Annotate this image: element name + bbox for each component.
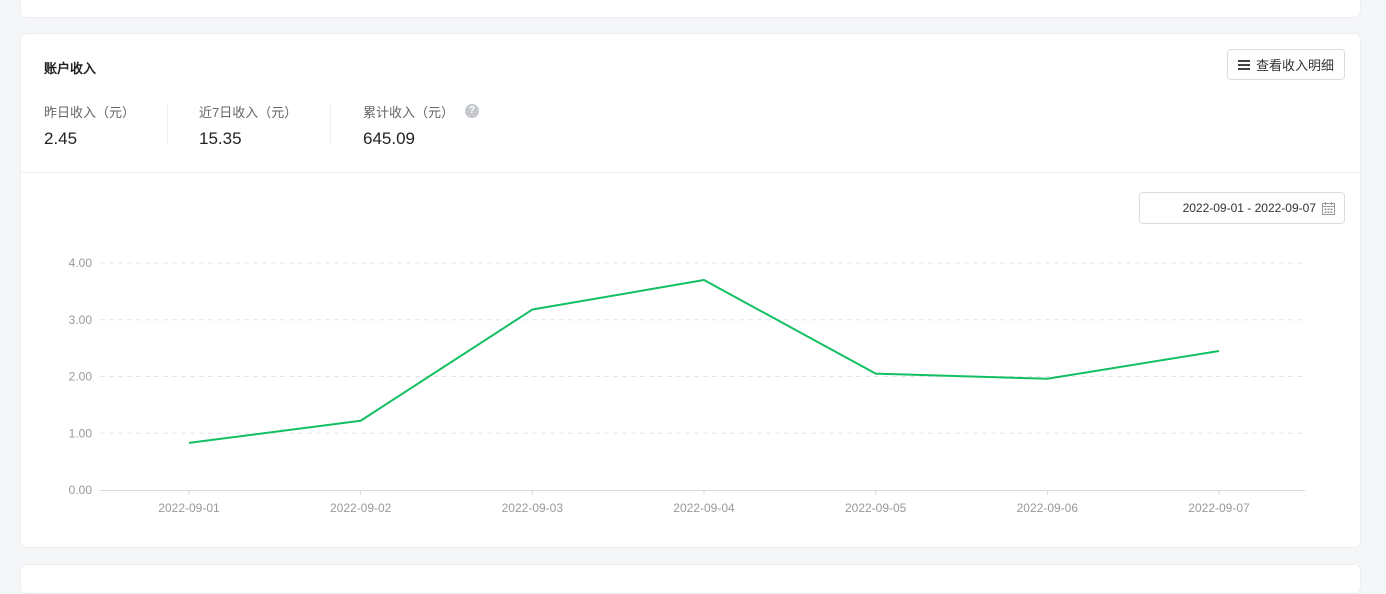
date-range-picker[interactable]: 2022-09-01 - 2022-09-07 bbox=[1139, 192, 1345, 224]
income-title: 账户收入 bbox=[44, 61, 97, 76]
stat-total-value: 645.09 bbox=[363, 129, 415, 148]
date-range-value: 2022-09-01 - 2022-09-07 bbox=[1182, 201, 1316, 215]
y-tick-label: 3.00 bbox=[69, 313, 93, 327]
view-income-detail-button[interactable]: 查看收入明细 bbox=[1227, 49, 1345, 80]
x-tick-label: 2022-09-06 bbox=[1017, 501, 1079, 515]
x-tick-label: 2022-09-01 bbox=[158, 501, 220, 515]
y-tick-label: 2.00 bbox=[69, 370, 93, 384]
stat-7days-label: 近7日收入（元） bbox=[199, 105, 298, 120]
view-income-detail-label: 查看收入明细 bbox=[1255, 58, 1334, 73]
income-line-chart: 0.00 1.00 2.00 3.00 4.00 2022-09-01 2022-09-02… bbox=[69, 256, 1305, 515]
stat-yesterday-label: 昨日收入（元） bbox=[44, 105, 136, 120]
x-tick-label: 2022-09-02 bbox=[330, 501, 392, 515]
menu-icon bbox=[1237, 59, 1250, 70]
income-series-line bbox=[188, 279, 1220, 444]
stat-divider bbox=[167, 104, 168, 144]
x-tick-label: 2022-09-05 bbox=[845, 501, 907, 515]
y-tick-label: 4.00 bbox=[69, 256, 93, 270]
stat-7days: 近7日收入（元） 15.35 bbox=[199, 102, 297, 149]
stat-yesterday: 昨日收入（元） 2.45 bbox=[44, 102, 135, 149]
x-tick-label: 2022-09-03 bbox=[502, 501, 564, 515]
x-tick-label: 2022-09-04 bbox=[673, 501, 735, 515]
stat-total: 累计收入（元） 645.09 bbox=[363, 102, 454, 149]
calendar-icon bbox=[1322, 201, 1335, 215]
stat-yesterday-value: 2.45 bbox=[44, 129, 78, 148]
stat-total-label: 累计收入（元） bbox=[363, 105, 455, 120]
y-tick-label: 1.00 bbox=[69, 426, 93, 440]
top-card bbox=[20, 0, 1361, 18]
stat-7days-value: 15.35 bbox=[199, 129, 242, 148]
help-icon[interactable]: ? bbox=[465, 104, 479, 118]
y-tick-label: 0.00 bbox=[69, 483, 93, 497]
x-tick-label: 2022-09-07 bbox=[1188, 501, 1250, 515]
stat-divider bbox=[330, 104, 331, 144]
section-divider bbox=[21, 172, 1360, 173]
income-card: 账户收入 查看收入明细 昨日收入（元） 2.45 近7日收入（元） 15.35 … bbox=[20, 33, 1361, 548]
